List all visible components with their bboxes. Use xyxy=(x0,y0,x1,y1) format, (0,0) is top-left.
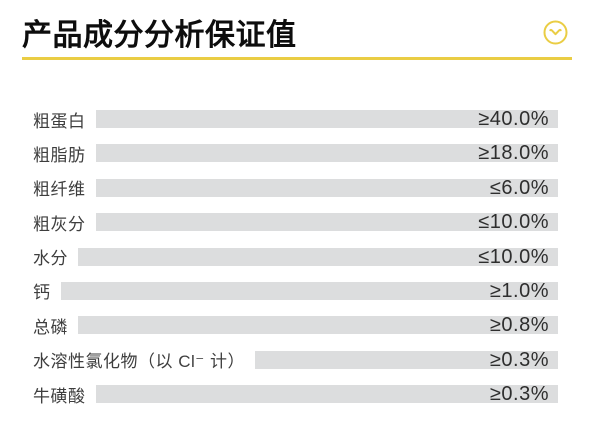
row-value: ≥0.3% xyxy=(489,348,549,371)
table-row: 粗灰分 ≤10.0% xyxy=(33,211,558,234)
analysis-table: 粗蛋白 ≥40.0% 粗脂肪 ≥18.0% 粗纤维 ≤6.0% 粗灰分 ≤10.… xyxy=(33,108,558,420)
table-row: 粗纤维 ≤6.0% xyxy=(33,176,558,199)
row-label: 总磷 xyxy=(33,317,68,337)
row-value-bar: ≥1.0% xyxy=(60,279,558,302)
table-row: 粗脂肪 ≥18.0% xyxy=(33,142,558,165)
title-underline xyxy=(22,57,572,60)
row-value-bar: ≥0.8% xyxy=(78,314,558,337)
row-label: 水溶性氯化物（以 Cl⁻ 计） xyxy=(33,352,245,372)
page-title: 产品成分分析保证值 xyxy=(22,19,297,52)
row-value: ≥0.8% xyxy=(489,314,549,337)
table-row: 总磷 ≥0.8% xyxy=(33,314,558,337)
table-row: 水分 ≤10.0% xyxy=(33,245,558,268)
row-value: ≤6.0% xyxy=(489,176,549,199)
row-value-bar: ≥40.0% xyxy=(95,108,558,130)
row-value: ≥1.0% xyxy=(489,279,549,302)
row-label: 水分 xyxy=(33,249,68,269)
row-label: 粗脂肪 xyxy=(33,145,86,165)
row-label: 粗纤维 xyxy=(33,180,86,200)
table-row: 钙 ≥1.0% xyxy=(33,279,558,302)
row-value-bar: ≤6.0% xyxy=(95,176,558,199)
row-value-bar: ≥18.0% xyxy=(95,142,558,165)
row-value: ≤10.0% xyxy=(478,245,549,268)
row-label: 牛磺酸 xyxy=(33,386,86,406)
chevron-down-circle-icon[interactable] xyxy=(543,20,568,45)
row-value-bar: ≤10.0% xyxy=(95,211,558,234)
table-row: 粗蛋白 ≥40.0% xyxy=(33,108,558,131)
row-value: ≥0.3% xyxy=(489,383,549,406)
section-header: 产品成分分析保证值 xyxy=(0,0,600,62)
row-label: 粗蛋白 xyxy=(33,111,86,131)
table-row: 牛磺酸 ≥0.3% xyxy=(33,383,558,406)
row-value-bar: ≥0.3% xyxy=(254,348,558,371)
table-row: 水溶性氯化物（以 Cl⁻ 计） ≥0.3% xyxy=(33,348,558,371)
row-value-bar: ≤10.0% xyxy=(78,245,558,268)
row-value: ≥18.0% xyxy=(478,142,549,165)
row-value-bar: ≥0.3% xyxy=(95,383,558,406)
row-label: 粗灰分 xyxy=(33,214,86,234)
row-value: ≥40.0% xyxy=(478,108,549,130)
row-label: 钙 xyxy=(33,283,51,303)
row-value: ≤10.0% xyxy=(478,211,549,234)
